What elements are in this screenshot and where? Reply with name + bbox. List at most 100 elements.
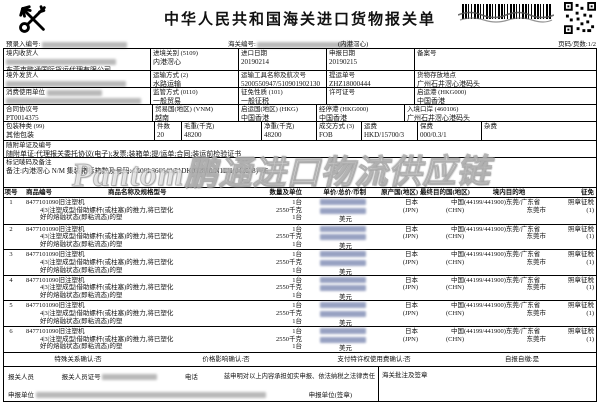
field-packing-type: 包装种类 (99) 其他包装 (6, 123, 45, 139)
item-quantity: 1台 2550千克 1台 (276, 302, 302, 325)
item-name: 旧注塑机 (58, 251, 85, 259)
field-misc-fees: 杂费 (481, 122, 596, 140)
declarant-id-redacted (102, 374, 158, 381)
item-spec-1: 4|3|注塑成型|借助螺杆(或柱塞)的推力,将已塑化 (40, 284, 174, 292)
field-transport-mode: 运输方式 (2) 水路运输 (150, 71, 238, 87)
item-name: 旧注塑机 (58, 276, 85, 284)
item-spec-2: 好的熔融状态(即粘流态)的塑 (40, 241, 123, 248)
field-bill-no: 提运单号 ZHZ18000444 (326, 71, 414, 87)
item-price: 美元 (304, 276, 368, 302)
field-departure-port: 启运港 (HKG000) 中国香港 (414, 88, 596, 104)
item-destination: 中国 (CHN) (445, 251, 464, 266)
royalty-payment-confirm: 支付特许权使用费确认:否 (337, 355, 411, 363)
port-note: (内港滘心) (338, 41, 369, 48)
unit-price-redacted (320, 225, 366, 232)
item-origin: 日本 (JPN) (402, 251, 418, 266)
item-spec-1: 4|3|注塑成型|借助螺杆(或柱塞)的推力,将已塑化 (40, 206, 174, 214)
item-code: 8477101090 (26, 199, 59, 206)
item-no: 6 (9, 327, 13, 335)
item-price: 美元 (304, 225, 368, 251)
field-entry-customs: 进境关别 (5109) 内港滘心 (150, 49, 238, 70)
item-spec-1: 4|3|注塑成型|借助螺杆(或柱塞)的推力,将已塑化 (40, 233, 174, 241)
item-code: 8477101090 (26, 327, 59, 335)
goods-row: 4 8477101090旧注塑机 4|3|注塑成型|借助螺杆(或柱塞)的推力,将… (4, 274, 596, 302)
field-license-no: 许可证号 (326, 88, 414, 104)
goods-row: 1 8477101090旧注塑机 4|3|注塑成型|借助螺杆(或柱塞)的推力,将… (4, 198, 596, 224)
agency-seal-label: 申报单位(签章) (308, 391, 352, 399)
item-destination: 中国 (CHN) (445, 327, 464, 343)
unit-price-redacted (320, 327, 366, 334)
declaration-statement: 兹申明对以上内容承担如实申报、依法纳税之法律责任 (223, 372, 375, 380)
field-contract-no: 合同协议号 PT0014375 (6, 106, 39, 121)
total-price-redacted (320, 336, 366, 343)
item-origin: 日本 (JPN) (402, 302, 418, 318)
unit-price-redacted (320, 276, 366, 283)
field-marks-notes: 标记唛码及备注 备注:内港滘心 N/M 集装箱标箱数及号码:4X00L36664… (6, 159, 269, 175)
item-spec-2: 好的熔融状态(即粘流态)的塑 (40, 343, 123, 351)
item-domestic-destination: (44199/441900)东莞/广东省 东莞市 (464, 327, 546, 343)
barcode (458, 4, 554, 30)
shipper-redacted (6, 80, 126, 87)
item-code: 8477101090 (26, 225, 59, 233)
item-quantity: 1台 2550千克 1台 (276, 199, 302, 222)
item-spec-2: 好的熔融状态(即粘流态)的塑 (40, 266, 123, 274)
item-domestic-destination: (44199/441900)东莞/广东省 东莞市 (464, 251, 546, 266)
item-name-block: 8477101090旧注塑机 4|3|注塑成型|借助螺杆(或柱塞)的推力,将已塑… (18, 226, 248, 251)
goods-row: 3 8477101090旧注塑机 4|3|注塑成型|借助螺杆(或柱塞)的推力,将… (4, 249, 596, 276)
item-quantity: 1台 2550千克 1台 (276, 251, 302, 274)
item-origin: 日本 (JPN) (402, 225, 418, 241)
field-gross-weight: 毛重(千克) 48200 (181, 122, 261, 140)
total-price-redacted (320, 259, 366, 266)
consumer-unit-redacted-1 (46, 89, 102, 96)
field-supervision-mode: 监管方式 (0110) 一般贸易 (150, 88, 238, 104)
special-relation-confirm: 特殊关系确认:否 (54, 355, 102, 363)
item-code: 8477101090 (26, 276, 59, 284)
field-terms: 成交方式 (3) FOB (316, 122, 361, 140)
item-spec-1: 4|3|注塑成型|借助螺杆(或柱塞)的推力,将已塑化 (40, 310, 174, 318)
item-levy: 照章征税 (1) (568, 302, 594, 318)
phone-label: 电话 (184, 373, 198, 381)
field-departure-country: 启运国(地区) (HKG) 中国香港 (238, 105, 316, 121)
field-declare-date: 申报日期 20190215 (326, 49, 414, 70)
declarant-id-label: 报关人员证号 (61, 373, 101, 381)
consumer-unit-redacted-2 (6, 97, 141, 104)
item-name-block: 8477101090旧注塑机 4|3|注塑成型|借助螺杆(或柱塞)的推力,将已塑… (18, 199, 248, 224)
item-name: 旧注塑机 (58, 327, 85, 335)
item-spec-1: 4|3|注塑成型|借助螺杆(或柱塞)的推力,将已塑化 (40, 258, 174, 266)
field-net-weight: 净重(千克) 48200 (261, 122, 316, 140)
field-consumer-unit: 消费使用单位 (4, 88, 150, 104)
footer-section: 报关人员 报关人员证号 电话 兹申明对以上内容承担如实申报、依法纳税之法律责任 … (4, 365, 596, 401)
item-levy: 照章征税 (1) (568, 225, 594, 241)
page-title: 中华人民共和国海关进口货物报关单 (163, 11, 436, 28)
customs-emblem-icon (16, 2, 50, 41)
customs-no-label: 海关编号: (228, 41, 256, 48)
unit-price-redacted (320, 199, 366, 205)
item-no: 3 (9, 251, 13, 259)
field-levy-nature: 征免性质 (101) 一般征税 (238, 88, 326, 104)
field-record-no: 备案号 (414, 49, 596, 70)
agency-label: 申报单位 (8, 391, 34, 399)
qr-code-icon (564, 2, 596, 39)
item-destination: 中国 (CHN) (445, 199, 464, 214)
item-price: 美元 (304, 302, 368, 327)
item-name: 旧注塑机 (58, 302, 85, 310)
field-entry-port: 入境口岸 (460106) 广州石井滘心港码头 (404, 105, 596, 121)
customs-note-cell: 海关批注及签章 (378, 366, 596, 401)
field-freight: 运费 HKD/15700/3 (361, 122, 417, 140)
item-code: 8477101090 (26, 251, 59, 259)
declarant-label: 报关人员 (8, 373, 34, 381)
confirmation-row: 特殊关系确认:否 价格影响确认:否 支付特许权使用费确认:否 自报自缴:是 (4, 351, 596, 366)
total-price-redacted (320, 234, 366, 241)
item-spec-2: 好的熔融状态(即粘流态)的塑 (40, 214, 123, 222)
field-trade-country: 贸易国(地区) (VNM) 越南 (152, 105, 238, 121)
field-transport-name: 运输工具名称及航次号 5200550947/510901902130 (238, 71, 326, 87)
goods-row: 5 8477101090旧注塑机 4|3|注塑成型|借助螺杆(或柱塞)的推力,将… (4, 300, 596, 327)
item-domestic-destination: (44199/441900)东莞/广东省 东莞市 (464, 225, 546, 241)
self-declaration-confirm: 自报自缴:是 (504, 355, 540, 363)
consignee-code-redacted (6, 58, 116, 65)
item-origin: 日本 (JPN) (402, 327, 418, 343)
item-no: 2 (9, 225, 13, 233)
field-overseas-shipper: 境外发货人 (4, 71, 150, 87)
item-quantity: 1台 2550千克 1台 (276, 327, 302, 351)
